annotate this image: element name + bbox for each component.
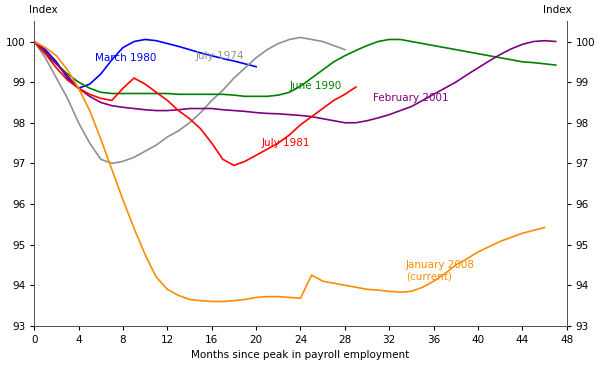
Text: July 1981: July 1981 — [261, 138, 310, 148]
Text: Index: Index — [543, 5, 572, 15]
Text: March 1980: March 1980 — [95, 53, 157, 63]
X-axis label: Months since peak in payroll employment: Months since peak in payroll employment — [191, 350, 410, 361]
Text: February 2001: February 2001 — [373, 93, 448, 103]
Text: January 2008
(current): January 2008 (current) — [406, 260, 475, 282]
Text: July 1974: July 1974 — [195, 51, 243, 61]
Text: June 1990: June 1990 — [290, 81, 341, 91]
Text: Index: Index — [29, 5, 58, 15]
